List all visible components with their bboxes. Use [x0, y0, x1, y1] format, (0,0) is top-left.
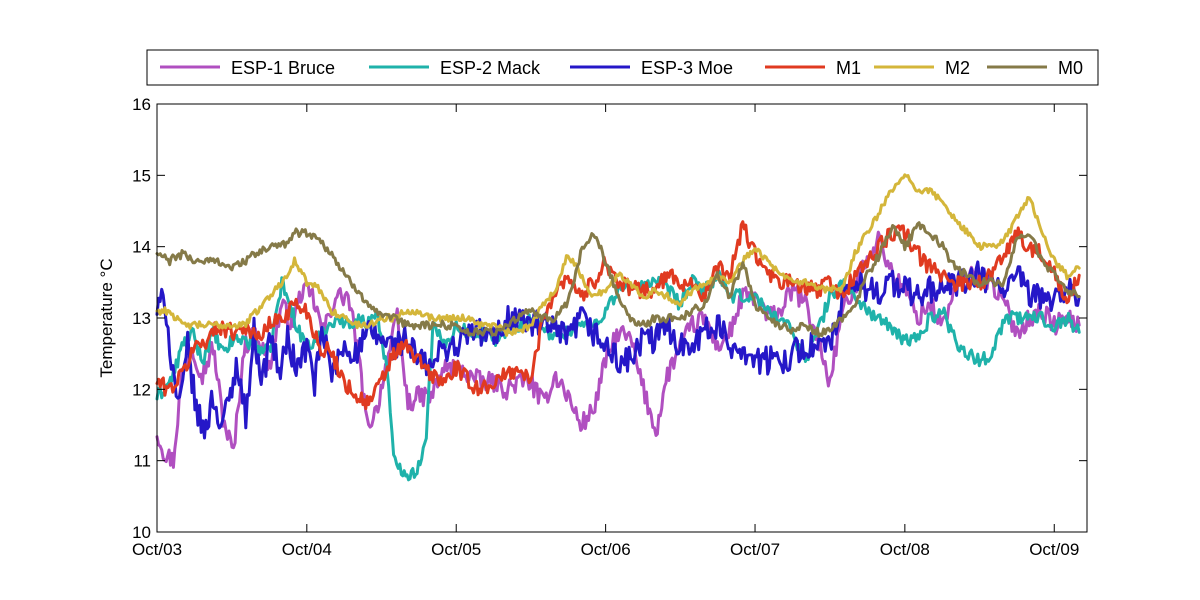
legend-item-m0: M0 [987, 58, 1083, 78]
y-tick-label: 14 [132, 238, 151, 257]
legend-label: ESP-2 Mack [440, 58, 541, 78]
series-layer [155, 173, 1081, 482]
legend-label: ESP-1 Bruce [231, 58, 335, 78]
x-tick-label: Oct/07 [730, 540, 780, 559]
y-axis-label: Temperature °C [97, 258, 116, 377]
x-tick-label: Oct/09 [1029, 540, 1079, 559]
legend-label: M0 [1058, 58, 1083, 78]
x-tick-label: Oct/06 [581, 540, 631, 559]
series-line-m2 [155, 173, 1081, 337]
series-line-m0 [155, 221, 1081, 338]
legend-label: M1 [836, 58, 861, 78]
legend-item-esp-1-bruce: ESP-1 Bruce [160, 58, 335, 78]
x-tick-label: Oct/03 [132, 540, 182, 559]
x-tick-label: Oct/05 [431, 540, 481, 559]
legend-item-m1: M1 [765, 58, 861, 78]
legend-item-esp-3-moe: ESP-3 Moe [570, 58, 733, 78]
x-tick-label: Oct/04 [282, 540, 332, 559]
y-tick-label: 10 [132, 523, 151, 542]
legend-item-m2: M2 [874, 58, 970, 78]
x-tick-label: Oct/08 [880, 540, 930, 559]
y-tick-label: 13 [132, 309, 151, 328]
legend: ESP-1 Bruce ESP-2 Mack ESP-3 Moe M1 M2 M0 [146, 49, 1099, 86]
legend-label: ESP-3 Moe [641, 58, 733, 78]
ticks-layer: 10 11 12 13 14 15 16 Oct/03 Oct/04 Oct/05 Oct/06 Oc… [132, 95, 1087, 559]
legend-items: ESP-1 Bruce ESP-2 Mack ESP-3 Moe M1 M2 M0 [160, 58, 1083, 78]
y-tick-label: 12 [132, 380, 151, 399]
series-line-esp-3-moe [155, 260, 1081, 440]
legend-label: M2 [945, 58, 970, 78]
y-tick-label: 16 [132, 95, 151, 114]
y-tick-label: 15 [132, 166, 151, 185]
series-line-m1 [155, 220, 1081, 411]
legend-item-esp-2-mack: ESP-2 Mack [369, 58, 541, 78]
y-tick-label: 11 [133, 452, 151, 471]
